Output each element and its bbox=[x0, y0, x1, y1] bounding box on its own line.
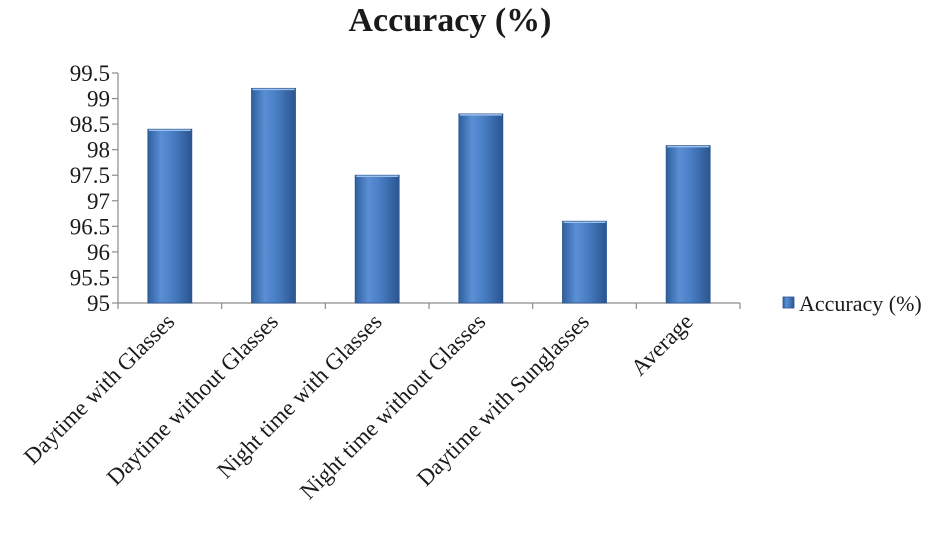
x-category-label: Daytime without Glasses bbox=[102, 309, 283, 490]
y-tick-label: 97 bbox=[87, 189, 110, 214]
legend: Accuracy (%) bbox=[782, 291, 922, 316]
bar bbox=[251, 87, 296, 304]
y-tick-label: 98 bbox=[87, 138, 110, 163]
bars bbox=[147, 87, 711, 304]
chart-title: Accuracy (%) bbox=[349, 2, 552, 39]
y-tick-label: 98.5 bbox=[70, 112, 110, 137]
y-tick-label: 97.5 bbox=[70, 163, 110, 188]
y-tick-label: 96.5 bbox=[70, 214, 110, 239]
x-category-label: Night time without Glasses bbox=[295, 309, 490, 504]
y-tick-label: 99 bbox=[87, 87, 110, 112]
bar bbox=[147, 128, 193, 304]
bar bbox=[665, 145, 711, 304]
y-tick-label: 96 bbox=[87, 240, 110, 265]
x-category-label: Daytime with Sunglasses bbox=[412, 309, 594, 491]
bar bbox=[354, 174, 400, 304]
legend-swatch bbox=[782, 296, 795, 309]
y-tick-label: 95.5 bbox=[70, 265, 110, 290]
legend-label: Accuracy (%) bbox=[799, 291, 922, 316]
y-tick-label: 99.5 bbox=[70, 61, 110, 86]
bar bbox=[458, 113, 504, 304]
x-category-label: Average bbox=[626, 309, 698, 381]
bar bbox=[562, 220, 607, 304]
y-tick-label: 95 bbox=[87, 291, 110, 316]
